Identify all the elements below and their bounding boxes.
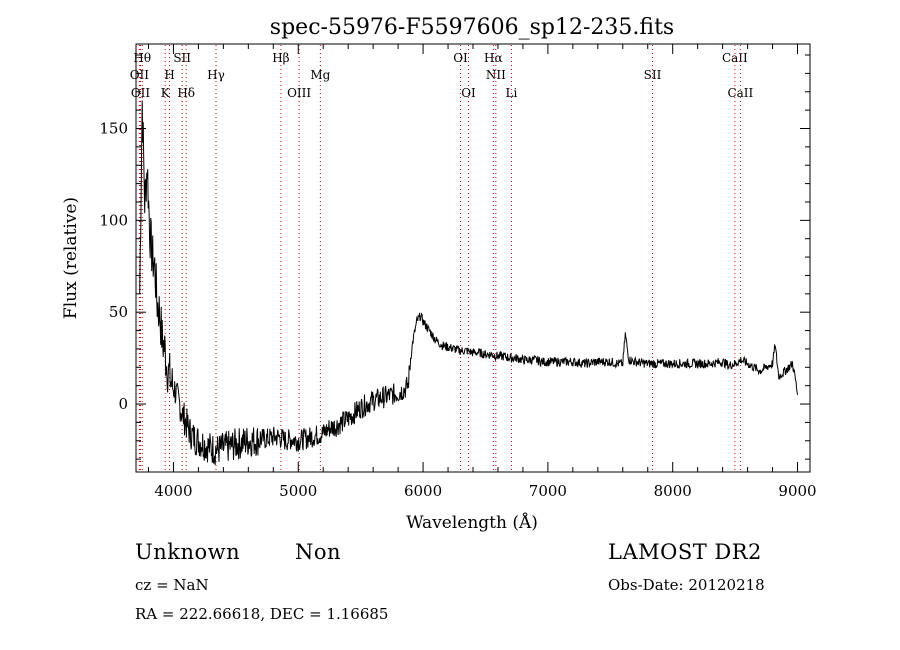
plot-frame xyxy=(135,43,811,473)
x-tick-label-0: 4000 xyxy=(154,482,192,500)
y-tick-label-0: 0 xyxy=(118,395,128,413)
line-marker-label-12: OI xyxy=(461,86,476,100)
y-tick-label-3: 150 xyxy=(99,119,128,137)
line-marker-label-8: Hβ xyxy=(272,51,289,65)
line-marker-label-10: Mg xyxy=(310,68,330,82)
line-marker-label-5: SII xyxy=(173,51,191,65)
object-subclass: Non xyxy=(295,540,342,564)
x-tick-label-3: 7000 xyxy=(529,482,567,500)
line-marker-label-2: Hθ xyxy=(133,51,151,65)
chart-title: spec-55976-F5597606_sp12-235.fits xyxy=(270,15,674,40)
redshift-value: cz = NaN xyxy=(135,576,209,594)
line-marker-label-15: Li xyxy=(506,86,518,100)
spectrum-series xyxy=(139,100,798,465)
coordinates: RA = 222.66618, DEC = 1.16685 xyxy=(135,605,389,623)
line-marker-label-3: K xyxy=(161,86,171,100)
line-marker-label-7: Hγ xyxy=(207,68,225,82)
line-marker-label-13: Hα xyxy=(484,51,503,65)
line-marker-label-4: H xyxy=(164,68,174,82)
line-marker-label-1: OII xyxy=(131,86,151,100)
y-tick-label-2: 100 xyxy=(99,211,128,229)
x-tick-label-5: 9000 xyxy=(778,482,816,500)
line-marker-label-18: CaII xyxy=(727,86,753,100)
survey-name: LAMOST DR2 xyxy=(608,540,762,564)
line-marker-label-0: OII xyxy=(130,68,150,82)
object-class: Unknown xyxy=(135,540,241,564)
line-marker-label-11: OI xyxy=(453,51,468,65)
y-axis-label: Flux (relative) xyxy=(61,197,81,319)
x-axis-label: Wavelength (Å) xyxy=(406,512,538,533)
axis-ticks: 4000 5000 6000 7000 8000 9000 0 50 100 150 xyxy=(99,44,817,500)
x-tick-label-1: 5000 xyxy=(279,482,317,500)
x-tick-label-4: 8000 xyxy=(654,482,692,500)
line-marker-label-16: SII xyxy=(644,68,662,82)
line-marker-label-17: CaII xyxy=(722,51,748,65)
line-marker-label-14: NII xyxy=(486,68,506,82)
y-tick-label-1: 50 xyxy=(109,303,128,321)
observation-date: Obs-Date: 20120218 xyxy=(608,576,765,594)
x-tick-label-2: 6000 xyxy=(404,482,442,500)
line-marker-label-9: OIII xyxy=(287,86,311,100)
line-marker-label-6: Hδ xyxy=(177,86,195,100)
spectrum-line-0 xyxy=(139,100,798,465)
